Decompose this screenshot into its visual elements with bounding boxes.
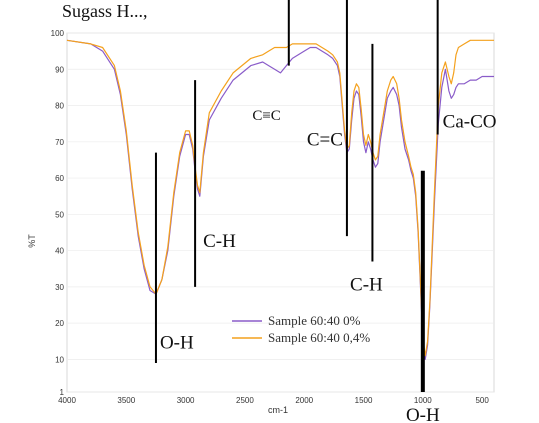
- y-axis-tick-labels: 100 90 80 70 60 50 40 30 20 10 1: [51, 29, 65, 397]
- legend-label-series-2: Sample 60:40 0,4%: [268, 330, 370, 345]
- header-fragment: Sugass H...,: [62, 1, 148, 21]
- y-tick-label: 1: [60, 388, 65, 397]
- legend: Sample 60:40 0% Sample 60:40 0,4%: [232, 313, 370, 345]
- annotation-label: Ca-CO: [443, 111, 497, 132]
- x-tick-label: 2500: [236, 396, 254, 405]
- annotation-label: C≡C: [252, 108, 280, 124]
- y-tick-label: 40: [55, 247, 64, 256]
- annotation-label: O-H: [406, 405, 440, 423]
- x-tick-label: 4000: [58, 396, 76, 405]
- series-line-1: [66, 39, 494, 360]
- y-tick-label: 100: [51, 29, 65, 38]
- y-tick-label: 70: [55, 138, 64, 147]
- annotations: O-H C-H C≡C C=C C-H O-H Ca-CO: [154, 0, 497, 423]
- y-tick-label: 60: [55, 174, 64, 183]
- x-tick-label: 3500: [117, 396, 135, 405]
- y-tick-label: 50: [55, 210, 64, 219]
- annotation-label: O-H: [160, 332, 194, 353]
- x-axis-label: cm-1: [268, 405, 288, 415]
- annotation-label: C-H: [203, 231, 236, 252]
- x-tick-label: 2000: [295, 396, 313, 405]
- annotation-label: C-H: [350, 274, 383, 295]
- x-tick-label: 3000: [177, 396, 195, 405]
- y-tick-label: 10: [55, 355, 64, 364]
- x-tick-label: 1500: [355, 396, 373, 405]
- series-line-2: [66, 39, 494, 357]
- y-tick-label: 30: [55, 283, 64, 292]
- series-layer: [66, 39, 494, 360]
- annotation-label: C=C: [307, 129, 343, 150]
- y-tick-label: 20: [55, 319, 64, 328]
- x-tick-label: 1000: [414, 396, 432, 405]
- x-axis-tick-labels: 4000 3500 3000 2500 2000 1500 1000 500: [58, 396, 489, 405]
- y-axis-label: %T: [27, 234, 37, 248]
- legend-label-series-1: Sample 60:40 0%: [268, 313, 361, 328]
- x-tick-label: 500: [475, 396, 489, 405]
- y-tick-label: 80: [55, 102, 64, 111]
- y-tick-label: 90: [55, 65, 64, 74]
